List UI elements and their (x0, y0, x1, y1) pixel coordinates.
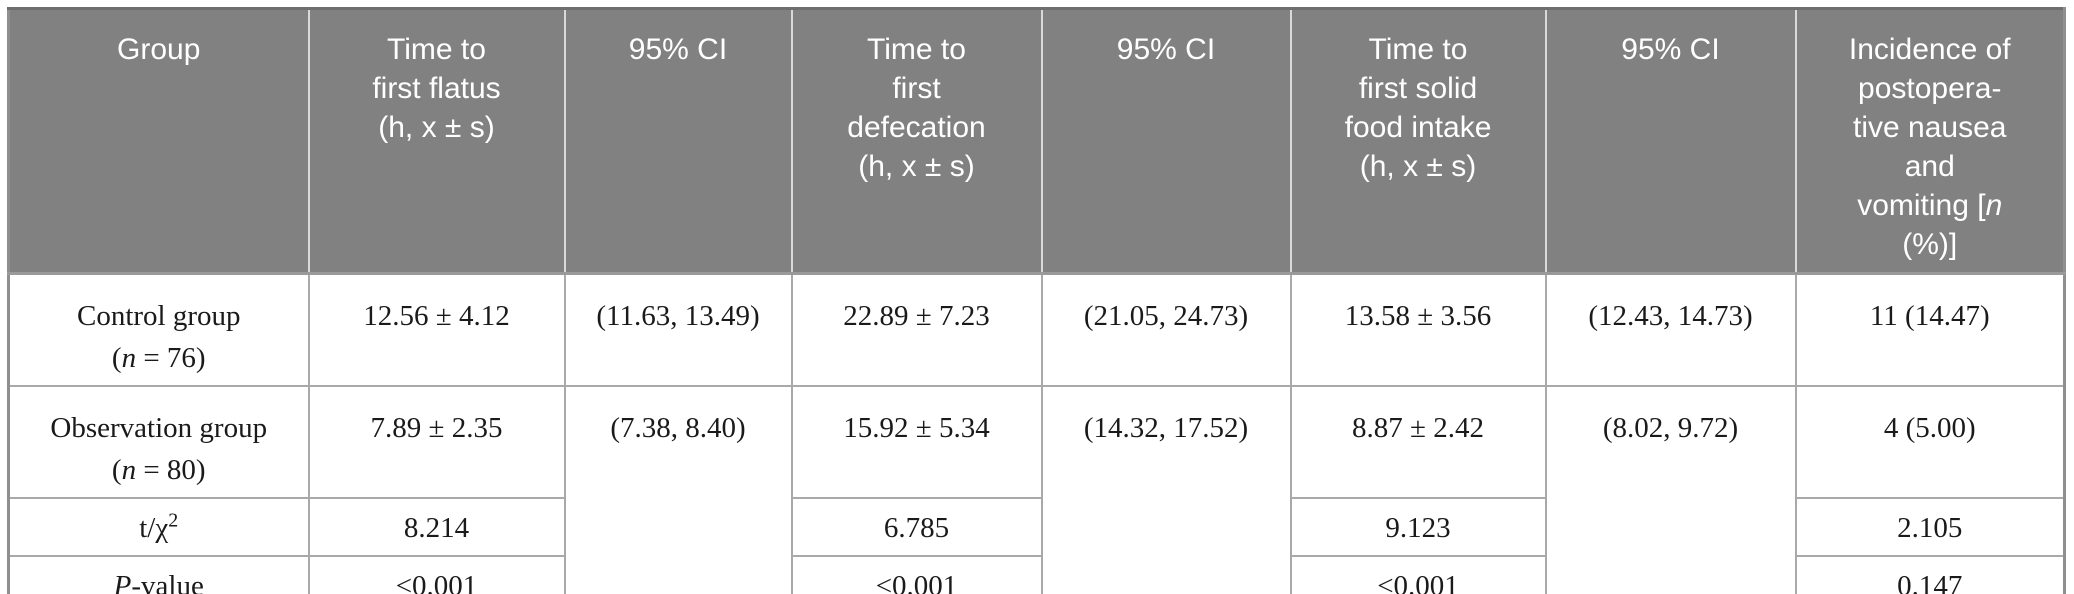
observation-flatus-value: 7.89 ± 2.35 (307, 385, 566, 499)
control-flatus-ci: (11.63, 13.49) (563, 272, 793, 387)
observation-group-label: Observation group (n = 80) (7, 385, 310, 499)
observation-nausea-value: 4 (5.00) (1794, 385, 2066, 499)
observation-label-text: Observation group ( (50, 412, 268, 486)
statistic-label: t/χ2 (7, 497, 310, 557)
p-value-nausea: 0.147 (1794, 555, 2066, 594)
header-ci-solid-food: 95% CI (1544, 8, 1797, 275)
control-label-text: Control group ( (76, 300, 241, 374)
header-nausea-text: Incidence of postopera- tive nausea and … (1848, 33, 2011, 222)
control-solid-food-ci: (12.43, 14.73) (1544, 272, 1797, 387)
header-nausea-vomiting: Incidence of postopera- tive nausea and … (1794, 8, 2065, 275)
header-time-to-first-flatus: Time to first flatus (h, x ± s) (307, 8, 566, 275)
statistic-label-text: t/χ (139, 512, 169, 544)
header-row: Group Time to first flatus (h, x ± s) 95… (8, 8, 2065, 275)
results-table: Group Time to first flatus (h, x ± s) 95… (7, 7, 2066, 594)
header-time-to-first-solid-food: Time to first solid food intake (h, x ± … (1289, 8, 1547, 275)
header-ci-defecation: 95% CI (1040, 8, 1292, 275)
table-row-observation-group: Observation group (n = 80) 7.89 ± 2.35 (… (7, 385, 2066, 594)
control-solid-food-value: 13.58 ± 3.56 (1289, 272, 1547, 387)
control-defecation-value: 22.89 ± 7.23 (790, 272, 1043, 387)
p-value-label-p-italic: P (113, 570, 132, 594)
statistic-nausea-value: 2.105 (1794, 497, 2066, 557)
observation-label-suffix: = 80) (136, 454, 206, 486)
p-value-flatus: <0.001 (307, 555, 566, 594)
statistic-flatus-value: 8.214 (307, 497, 566, 557)
table-row-statistic: t/χ2 8.214 6.785 9.123 2.105 (7, 497, 2066, 557)
observation-defecation-value: 15.92 ± 5.34 (790, 385, 1043, 499)
control-label-suffix: = 76) (136, 342, 206, 374)
header-nausea-suffix: (%)] (1902, 228, 1958, 261)
p-value-solid-food: <0.001 (1289, 555, 1547, 594)
observation-defecation-ci: (14.32, 17.52) (1040, 385, 1292, 594)
header-ci-flatus: 95% CI (563, 8, 793, 275)
header-nausea-n-italic: n (1985, 189, 2003, 222)
observation-flatus-ci: (7.38, 8.40) (563, 385, 793, 594)
statistic-solid-food-value: 9.123 (1289, 497, 1547, 557)
p-value-defecation: <0.001 (790, 555, 1043, 594)
control-nausea-value: 11 (14.47) (1794, 272, 2066, 387)
control-label-n-italic: n (121, 342, 137, 374)
p-value-label: P-value (7, 555, 310, 594)
observation-solid-food-ci: (8.02, 9.72) (1544, 385, 1797, 594)
header-time-to-first-defecation: Time to first defecation (h, x ± s) (790, 8, 1043, 275)
statistic-defecation-value: 6.785 (790, 497, 1043, 557)
table-row-control-group: Control group (n = 76) 12.56 ± 4.12 (11.… (7, 272, 2066, 387)
control-defecation-ci: (21.05, 24.73) (1040, 272, 1292, 387)
p-value-label-text: -value (131, 570, 204, 594)
table-row-p-value: P-value <0.001 <0.001 <0.001 0.147 (7, 555, 2066, 594)
header-group: Group (8, 8, 310, 275)
control-group-label: Control group (n = 76) (7, 272, 310, 387)
observation-label-n-italic: n (121, 454, 137, 486)
observation-solid-food-value: 8.87 ± 2.42 (1289, 385, 1547, 499)
control-flatus-value: 12.56 ± 4.12 (307, 272, 566, 387)
statistic-label-superscript: 2 (168, 509, 179, 532)
